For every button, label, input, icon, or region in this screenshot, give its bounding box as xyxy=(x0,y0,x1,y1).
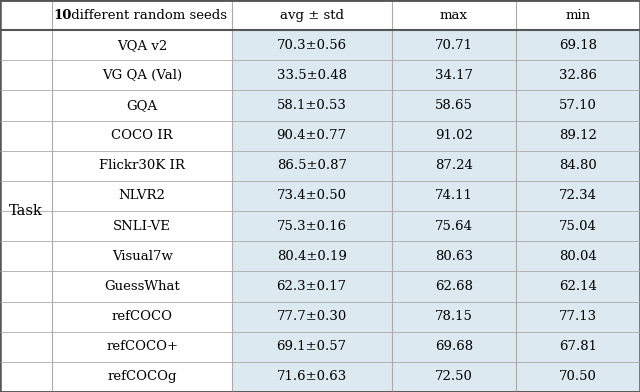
Text: 62.14: 62.14 xyxy=(559,280,597,293)
Bar xyxy=(0,91,232,121)
Text: 70.50: 70.50 xyxy=(559,370,597,383)
Bar xyxy=(0,301,232,332)
Bar xyxy=(0,362,232,392)
Text: 72.50: 72.50 xyxy=(435,370,473,383)
Text: 67.81: 67.81 xyxy=(559,340,597,353)
Bar xyxy=(0,332,232,362)
Bar xyxy=(0,30,232,60)
Text: 33.5±0.48: 33.5±0.48 xyxy=(276,69,347,82)
Bar xyxy=(232,60,640,91)
Bar xyxy=(232,271,640,301)
Text: 86.5±0.87: 86.5±0.87 xyxy=(276,159,347,172)
Text: avg ± std: avg ± std xyxy=(280,9,344,22)
Bar xyxy=(232,332,640,362)
Bar xyxy=(232,362,640,392)
Text: 91.02: 91.02 xyxy=(435,129,473,142)
Text: 72.34: 72.34 xyxy=(559,189,597,203)
Text: 10: 10 xyxy=(54,9,72,22)
Bar xyxy=(0,241,232,271)
Bar xyxy=(0,271,232,301)
Text: 32.86: 32.86 xyxy=(559,69,597,82)
Text: 70.3±0.56: 70.3±0.56 xyxy=(276,39,347,52)
Text: 84.80: 84.80 xyxy=(559,159,596,172)
Text: Task: Task xyxy=(10,204,43,218)
Text: 80.4±0.19: 80.4±0.19 xyxy=(276,250,347,263)
Text: 69.1±0.57: 69.1±0.57 xyxy=(276,340,347,353)
Text: 34.17: 34.17 xyxy=(435,69,473,82)
Bar xyxy=(232,181,640,211)
Text: 87.24: 87.24 xyxy=(435,159,473,172)
Text: GuessWhat: GuessWhat xyxy=(104,280,180,293)
Text: 71.6±0.63: 71.6±0.63 xyxy=(276,370,347,383)
Text: VG QA (Val): VG QA (Val) xyxy=(102,69,182,82)
Bar xyxy=(0,0,640,30)
Text: SNLI-VE: SNLI-VE xyxy=(113,220,171,233)
Text: 89.12: 89.12 xyxy=(559,129,597,142)
Bar xyxy=(0,211,232,241)
Text: 62.3±0.17: 62.3±0.17 xyxy=(276,280,347,293)
Text: 58.1±0.53: 58.1±0.53 xyxy=(276,99,347,112)
Text: 80.04: 80.04 xyxy=(559,250,596,263)
Bar xyxy=(232,211,640,241)
Text: 57.10: 57.10 xyxy=(559,99,597,112)
Text: 69.68: 69.68 xyxy=(435,340,473,353)
Text: 73.4±0.50: 73.4±0.50 xyxy=(276,189,347,203)
Bar xyxy=(232,301,640,332)
Bar xyxy=(232,121,640,151)
Bar xyxy=(232,241,640,271)
Text: refCOCOg: refCOCOg xyxy=(108,370,177,383)
Text: max: max xyxy=(440,9,468,22)
Text: 74.11: 74.11 xyxy=(435,189,473,203)
Text: 69.18: 69.18 xyxy=(559,39,597,52)
Text: 90.4±0.77: 90.4±0.77 xyxy=(276,129,347,142)
Bar xyxy=(232,30,640,60)
Text: min: min xyxy=(565,9,591,22)
Text: 77.7±0.30: 77.7±0.30 xyxy=(276,310,347,323)
Text: 62.68: 62.68 xyxy=(435,280,473,293)
Text: 70.71: 70.71 xyxy=(435,39,473,52)
Bar xyxy=(0,121,232,151)
Bar xyxy=(232,151,640,181)
Text: 75.64: 75.64 xyxy=(435,220,473,233)
Bar xyxy=(0,60,232,91)
Text: Flickr30K IR: Flickr30K IR xyxy=(99,159,185,172)
Bar xyxy=(232,91,640,121)
Text: 80.63: 80.63 xyxy=(435,250,473,263)
Text: 78.15: 78.15 xyxy=(435,310,473,323)
Text: COCO IR: COCO IR xyxy=(111,129,173,142)
Text: Visual7w: Visual7w xyxy=(111,250,173,263)
Text: refCOCO: refCOCO xyxy=(111,310,173,323)
Text: 58.65: 58.65 xyxy=(435,99,473,112)
Text: VQA v2: VQA v2 xyxy=(117,39,167,52)
Text: refCOCO+: refCOCO+ xyxy=(106,340,178,353)
Text: 75.04: 75.04 xyxy=(559,220,597,233)
Text: 75.3±0.16: 75.3±0.16 xyxy=(276,220,347,233)
Text: NLVR2: NLVR2 xyxy=(118,189,166,203)
Text: 77.13: 77.13 xyxy=(559,310,597,323)
Text: GQA: GQA xyxy=(127,99,157,112)
Bar xyxy=(0,181,232,211)
Text: different random seeds: different random seeds xyxy=(67,9,227,22)
Bar xyxy=(0,151,232,181)
